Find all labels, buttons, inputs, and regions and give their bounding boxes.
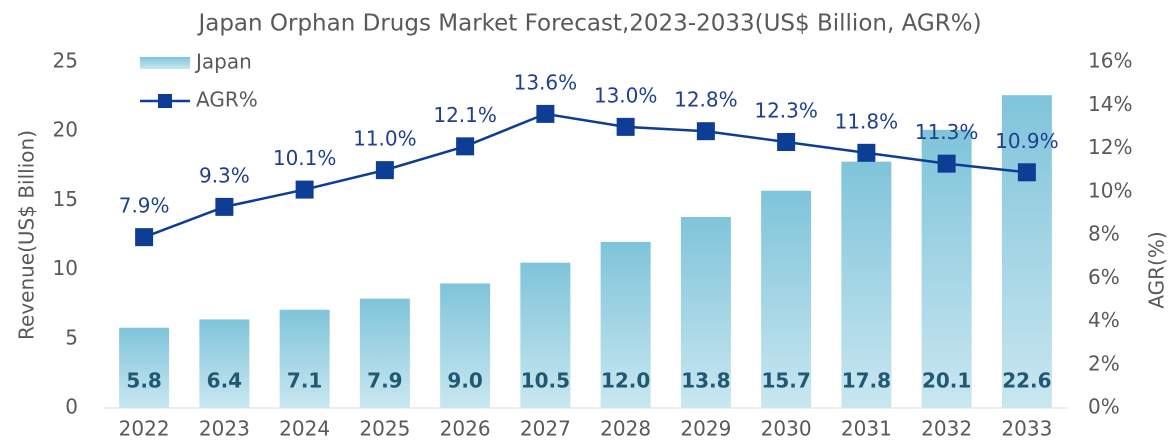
bar — [119, 327, 170, 408]
x-tick-label: 2030 — [761, 417, 812, 441]
x-tick-label: 2027 — [520, 417, 571, 441]
bar-label: 12.0 — [601, 369, 650, 393]
agr-marker — [135, 228, 154, 247]
agr-label: 9.3% — [199, 163, 250, 187]
x-tick-label: 2023 — [199, 417, 250, 441]
agr-line — [143, 112, 1028, 239]
y2-tick-label: 8% — [1088, 222, 1120, 246]
agr-label: 7.9% — [119, 194, 170, 218]
legend-label: Japan — [194, 50, 252, 74]
bar — [761, 190, 812, 408]
bar-label: 13.8 — [681, 369, 730, 393]
agr-marker — [616, 117, 635, 136]
bar-label: 7.9 — [367, 369, 402, 393]
bar — [841, 161, 892, 408]
agr-marker — [696, 122, 715, 141]
bar-label: 17.8 — [842, 369, 891, 393]
y-axis-label: Revenue(US$ Billion) — [15, 130, 39, 340]
agr-marker — [295, 180, 314, 199]
legend-swatch-marker — [158, 94, 172, 108]
x-tick-label: 2029 — [680, 417, 731, 441]
bar — [279, 309, 330, 408]
legend-label: AGR% — [196, 88, 258, 112]
agr-label: 11.3% — [915, 120, 979, 144]
bar — [199, 319, 250, 408]
bar — [600, 241, 651, 408]
agr-label: 12.8% — [674, 88, 738, 112]
agr-marker — [857, 143, 876, 162]
x-tick-label: 2031 — [841, 417, 892, 441]
bar — [359, 298, 410, 408]
bar — [520, 262, 571, 408]
bar — [680, 217, 731, 408]
bar — [1001, 95, 1052, 408]
x-tick-label: 2024 — [279, 417, 330, 441]
y2-tick-label: 16% — [1088, 49, 1132, 73]
agr-marker — [1017, 163, 1036, 182]
y2-tick-label: 10% — [1088, 178, 1132, 202]
y2-tick-label: 14% — [1088, 92, 1132, 116]
agr-label: 13.0% — [594, 83, 658, 107]
agr-label: 10.9% — [995, 129, 1059, 153]
agr-label: 11.8% — [835, 109, 899, 133]
bar-label: 22.6 — [1002, 369, 1051, 393]
y2-tick-label: 12% — [1088, 135, 1132, 159]
y2-tick-label: 4% — [1088, 308, 1120, 332]
y2-tick-label: 2% — [1088, 351, 1120, 375]
bar — [921, 129, 972, 409]
bar-label: 9.0 — [447, 369, 482, 393]
y-tick-label: 0 — [65, 395, 78, 419]
y2-axis-label: AGR(%) — [1145, 231, 1169, 308]
bar-label: 15.7 — [761, 369, 810, 393]
bar-label: 20.1 — [922, 369, 971, 393]
x-tick-label: 2025 — [359, 417, 410, 441]
bar-label: 7.1 — [287, 369, 322, 393]
y-tick-label: 5 — [65, 325, 78, 349]
y2-tick-label: 0% — [1088, 395, 1120, 419]
agr-marker — [937, 154, 956, 173]
agr-marker — [456, 137, 475, 156]
chart-title: Japan Orphan Drugs Market Forecast,2023-… — [196, 11, 981, 37]
y-tick-label: 15 — [53, 187, 78, 211]
bar-label: 10.5 — [521, 369, 570, 393]
agr-marker — [777, 133, 796, 152]
x-tick-label: 2033 — [1001, 417, 1052, 441]
y-tick-label: 10 — [53, 256, 78, 280]
agr-marker — [536, 104, 555, 123]
agr-marker — [375, 161, 394, 180]
agr-label: 12.1% — [433, 103, 497, 127]
bar-label: 6.4 — [207, 369, 242, 393]
y2-tick-label: 6% — [1088, 265, 1120, 289]
y-tick-label: 25 — [53, 49, 78, 73]
x-tick-label: 2026 — [440, 417, 491, 441]
agr-label: 11.0% — [353, 127, 417, 151]
bar — [440, 283, 491, 408]
agr-label: 10.1% — [273, 146, 337, 170]
agr-label: 13.6% — [514, 70, 578, 94]
agr-label: 12.3% — [754, 99, 818, 123]
y-tick-label: 20 — [53, 118, 78, 142]
agr-marker — [215, 197, 234, 216]
x-tick-label: 2022 — [119, 417, 170, 441]
legend-swatch — [140, 57, 190, 69]
x-tick-label: 2028 — [600, 417, 651, 441]
x-tick-label: 2032 — [921, 417, 972, 441]
bar-label: 5.8 — [126, 369, 161, 393]
